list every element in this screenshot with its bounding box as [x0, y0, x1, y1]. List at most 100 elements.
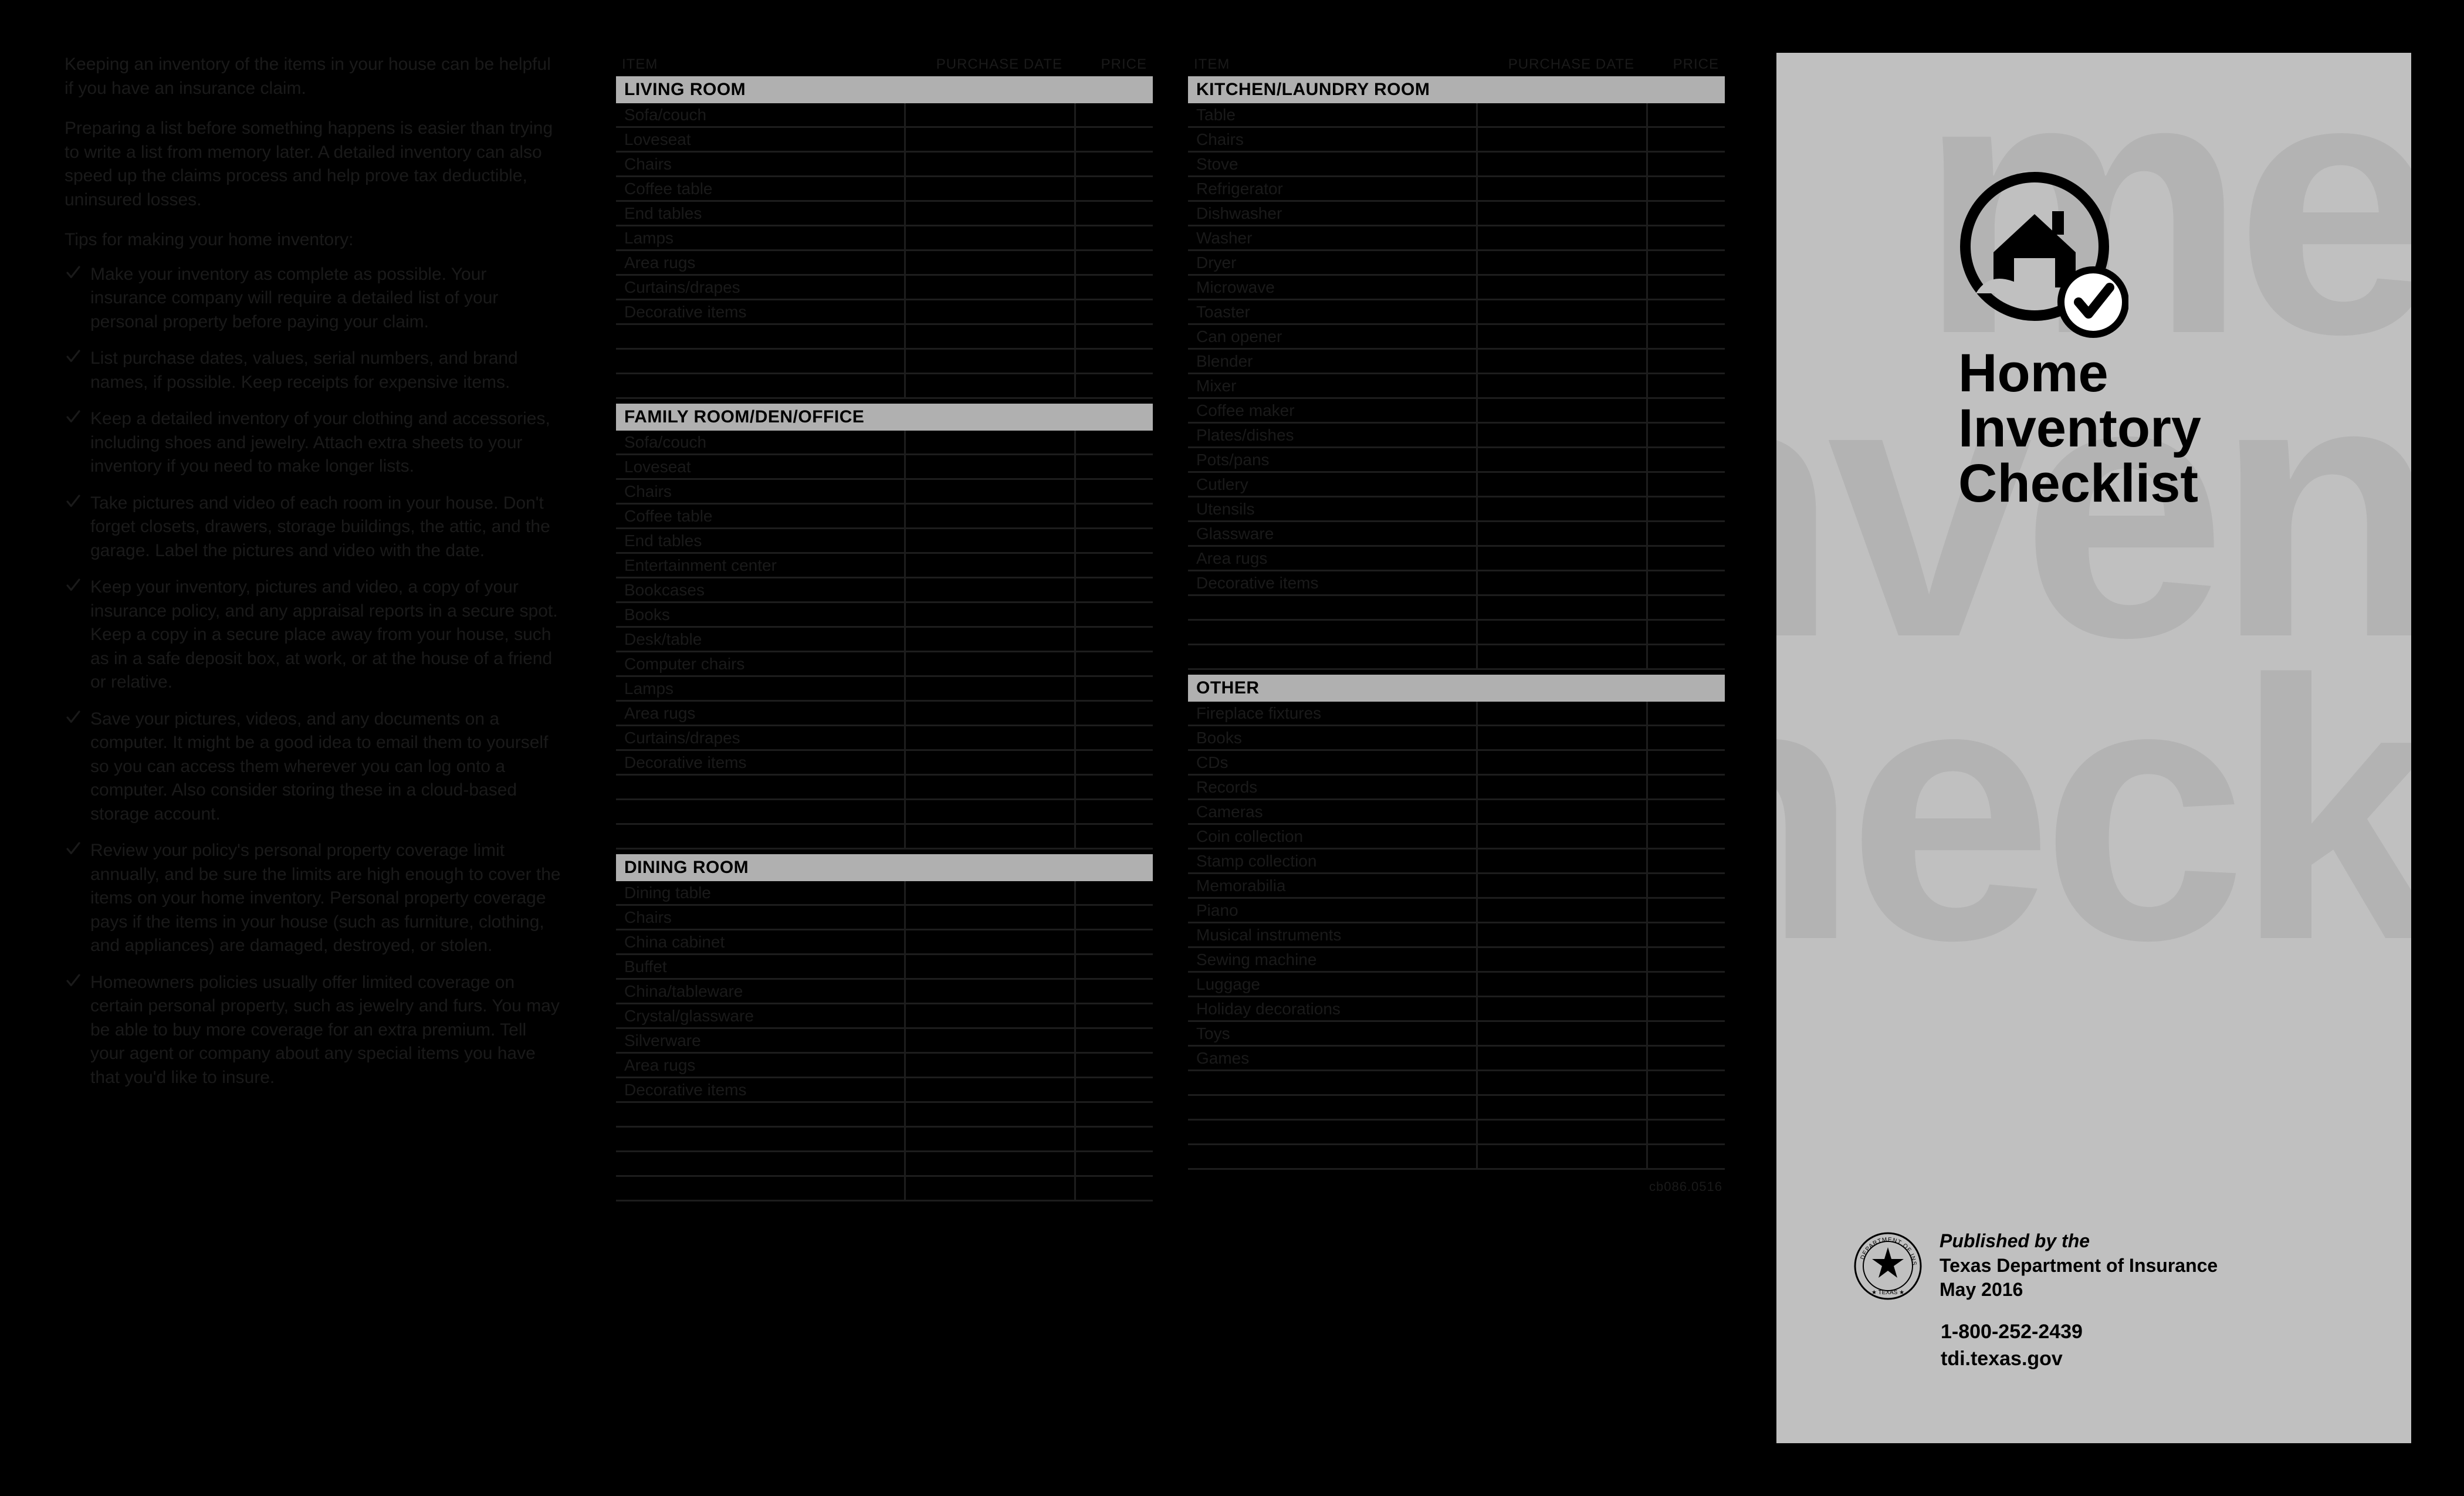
- price-cell[interactable]: [1646, 1121, 1717, 1143]
- price-cell[interactable]: [1074, 980, 1145, 1003]
- price-cell[interactable]: [1646, 103, 1717, 126]
- price-cell[interactable]: [1074, 529, 1145, 552]
- purchase-date-cell[interactable]: [904, 202, 1074, 225]
- purchase-date-cell[interactable]: [1476, 923, 1646, 946]
- price-cell[interactable]: [1646, 1096, 1717, 1119]
- purchase-date-cell[interactable]: [904, 1128, 1074, 1150]
- purchase-date-cell[interactable]: [1476, 300, 1646, 323]
- purchase-date-cell[interactable]: [904, 955, 1074, 978]
- price-cell[interactable]: [1646, 276, 1717, 299]
- purchase-date-cell[interactable]: [904, 1054, 1074, 1077]
- price-cell[interactable]: [1646, 350, 1717, 373]
- price-cell[interactable]: [1646, 153, 1717, 175]
- price-cell[interactable]: [1646, 128, 1717, 151]
- purchase-date-cell[interactable]: [904, 529, 1074, 552]
- purchase-date-cell[interactable]: [904, 480, 1074, 503]
- price-cell[interactable]: [1074, 153, 1145, 175]
- purchase-date-cell[interactable]: [1476, 399, 1646, 422]
- price-cell[interactable]: [1074, 325, 1145, 348]
- price-cell[interactable]: [1646, 997, 1717, 1020]
- price-cell[interactable]: [1074, 1103, 1145, 1126]
- purchase-date-cell[interactable]: [1476, 874, 1646, 897]
- purchase-date-cell[interactable]: [1476, 800, 1646, 823]
- purchase-date-cell[interactable]: [904, 930, 1074, 953]
- purchase-date-cell[interactable]: [904, 276, 1074, 299]
- purchase-date-cell[interactable]: [1476, 202, 1646, 225]
- purchase-date-cell[interactable]: [1476, 1121, 1646, 1143]
- price-cell[interactable]: [1074, 776, 1145, 798]
- price-cell[interactable]: [1074, 1004, 1145, 1027]
- price-cell[interactable]: [1646, 1022, 1717, 1045]
- price-cell[interactable]: [1646, 621, 1717, 644]
- purchase-date-cell[interactable]: [1476, 103, 1646, 126]
- purchase-date-cell[interactable]: [904, 751, 1074, 774]
- price-cell[interactable]: [1646, 251, 1717, 274]
- price-cell[interactable]: [1646, 973, 1717, 996]
- price-cell[interactable]: [1074, 431, 1145, 453]
- purchase-date-cell[interactable]: [1476, 776, 1646, 798]
- purchase-date-cell[interactable]: [1476, 702, 1646, 725]
- purchase-date-cell[interactable]: [1476, 1047, 1646, 1069]
- price-cell[interactable]: [1074, 1128, 1145, 1150]
- price-cell[interactable]: [1074, 652, 1145, 675]
- purchase-date-cell[interactable]: [904, 128, 1074, 151]
- purchase-date-cell[interactable]: [904, 980, 1074, 1003]
- purchase-date-cell[interactable]: [904, 776, 1074, 798]
- price-cell[interactable]: [1074, 480, 1145, 503]
- purchase-date-cell[interactable]: [1476, 1096, 1646, 1119]
- price-cell[interactable]: [1074, 276, 1145, 299]
- purchase-date-cell[interactable]: [1476, 1071, 1646, 1094]
- purchase-date-cell[interactable]: [1476, 226, 1646, 249]
- price-cell[interactable]: [1646, 1071, 1717, 1094]
- purchase-date-cell[interactable]: [904, 103, 1074, 126]
- purchase-date-cell[interactable]: [904, 800, 1074, 823]
- purchase-date-cell[interactable]: [904, 1152, 1074, 1175]
- purchase-date-cell[interactable]: [904, 177, 1074, 200]
- price-cell[interactable]: [1646, 571, 1717, 594]
- purchase-date-cell[interactable]: [1476, 547, 1646, 570]
- purchase-date-cell[interactable]: [1476, 325, 1646, 348]
- price-cell[interactable]: [1074, 578, 1145, 601]
- purchase-date-cell[interactable]: [1476, 571, 1646, 594]
- price-cell[interactable]: [1074, 202, 1145, 225]
- purchase-date-cell[interactable]: [904, 1177, 1074, 1200]
- purchase-date-cell[interactable]: [1476, 424, 1646, 446]
- purchase-date-cell[interactable]: [904, 603, 1074, 626]
- purchase-date-cell[interactable]: [904, 677, 1074, 700]
- price-cell[interactable]: [1646, 448, 1717, 471]
- price-cell[interactable]: [1074, 374, 1145, 397]
- price-cell[interactable]: [1074, 251, 1145, 274]
- purchase-date-cell[interactable]: [904, 628, 1074, 651]
- price-cell[interactable]: [1646, 325, 1717, 348]
- price-cell[interactable]: [1646, 1047, 1717, 1069]
- price-cell[interactable]: [1074, 1054, 1145, 1077]
- price-cell[interactable]: [1074, 177, 1145, 200]
- price-cell[interactable]: [1646, 177, 1717, 200]
- purchase-date-cell[interactable]: [1476, 751, 1646, 774]
- purchase-date-cell[interactable]: [1476, 522, 1646, 545]
- price-cell[interactable]: [1074, 505, 1145, 527]
- price-cell[interactable]: [1074, 1152, 1145, 1175]
- purchase-date-cell[interactable]: [904, 1029, 1074, 1052]
- purchase-date-cell[interactable]: [904, 726, 1074, 749]
- purchase-date-cell[interactable]: [904, 325, 1074, 348]
- purchase-date-cell[interactable]: [1476, 448, 1646, 471]
- price-cell[interactable]: [1646, 399, 1717, 422]
- price-cell[interactable]: [1074, 628, 1145, 651]
- price-cell[interactable]: [1646, 923, 1717, 946]
- price-cell[interactable]: [1074, 906, 1145, 929]
- purchase-date-cell[interactable]: [1476, 997, 1646, 1020]
- purchase-date-cell[interactable]: [904, 652, 1074, 675]
- price-cell[interactable]: [1646, 702, 1717, 725]
- purchase-date-cell[interactable]: [1476, 276, 1646, 299]
- price-cell[interactable]: [1646, 776, 1717, 798]
- purchase-date-cell[interactable]: [904, 554, 1074, 577]
- purchase-date-cell[interactable]: [904, 153, 1074, 175]
- price-cell[interactable]: [1074, 350, 1145, 373]
- purchase-date-cell[interactable]: [904, 505, 1074, 527]
- price-cell[interactable]: [1074, 751, 1145, 774]
- price-cell[interactable]: [1646, 424, 1717, 446]
- purchase-date-cell[interactable]: [1476, 350, 1646, 373]
- price-cell[interactable]: [1074, 726, 1145, 749]
- purchase-date-cell[interactable]: [904, 226, 1074, 249]
